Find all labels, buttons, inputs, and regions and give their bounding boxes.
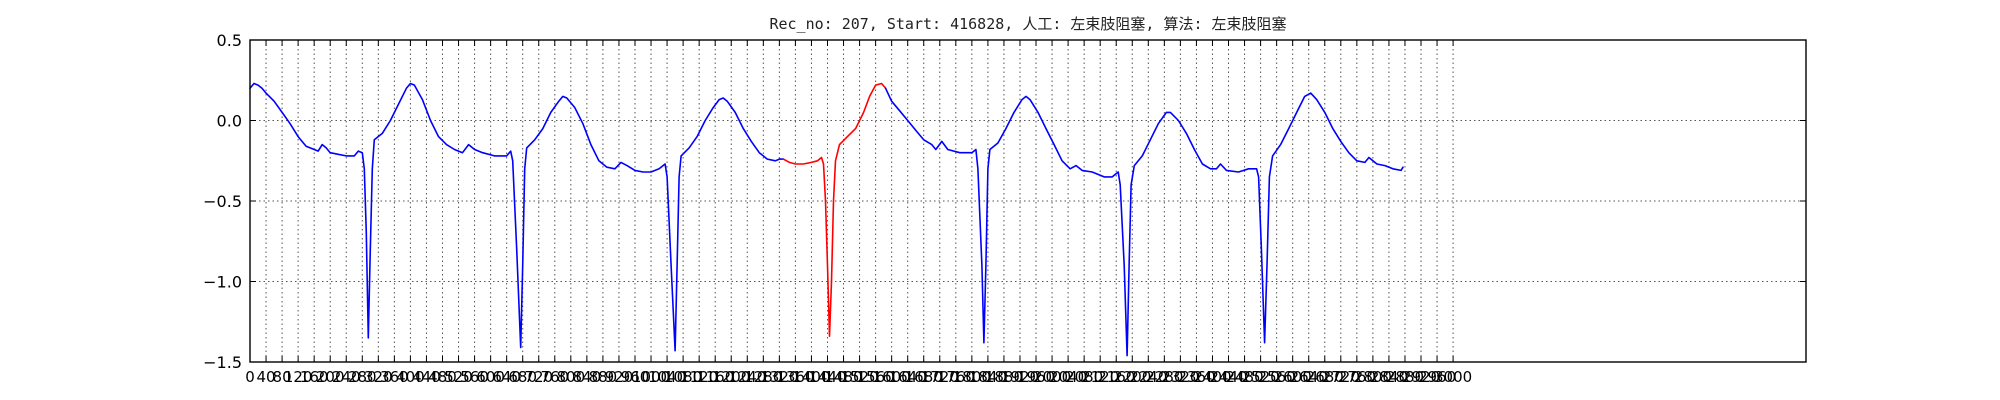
x-tick-label: 0 (245, 368, 255, 386)
x-tick-label: 2960 (1418, 368, 1456, 386)
x-tick-label: 2320 (1161, 368, 1199, 386)
x-tick-label: 2800 (1354, 368, 1392, 386)
x-tick-label: 2160 (1097, 368, 1135, 386)
x-tick-label: 1720 (921, 368, 959, 386)
x-tick-label: 760 (540, 368, 569, 386)
x-tick-label: 2360 (1177, 368, 1215, 386)
x-tick-label: 680 (508, 368, 537, 386)
axes-frame (249, 39, 1807, 363)
x-tick-label: 1080 (664, 368, 702, 386)
x-tick-label: 2600 (1274, 368, 1312, 386)
x-tick-label: 200 (316, 368, 345, 386)
x-tick-label: 2760 (1338, 368, 1376, 386)
x-tick-label: 480 (428, 368, 457, 386)
x-tick-label: 600 (476, 368, 505, 386)
x-tick-label: 1520 (840, 368, 878, 386)
y-tick-label: 0.0 (217, 112, 242, 131)
x-tick-label: 2680 (1306, 368, 1344, 386)
x-tick-label: 360 (380, 368, 409, 386)
x-tick-label: 2720 (1322, 368, 1360, 386)
x-tick-label: 1040 (648, 368, 686, 386)
x-tick-label: 1880 (985, 368, 1023, 386)
x-tick-label: 2120 (1081, 368, 1119, 386)
x-tick-label: 1360 (776, 368, 814, 386)
x-tick-label: 800 (557, 368, 586, 386)
x-tick-label: 1960 (1017, 368, 1055, 386)
x-tick-label: 1480 (824, 368, 862, 386)
ecg-series-line-3 (884, 87, 1404, 357)
x-tick-label: 960 (621, 368, 650, 386)
x-tick-label: 2920 (1402, 368, 1440, 386)
x-tick-label: 2640 (1290, 368, 1328, 386)
x-tick-label: 2000 (1033, 368, 1071, 386)
x-tick-label: 520 (444, 368, 473, 386)
x-tick-label: 1600 (873, 368, 911, 386)
x-tick-label: 1200 (712, 368, 750, 386)
x-tick-label: 320 (364, 368, 393, 386)
x-tick-label: 1160 (696, 368, 734, 386)
x-tick-label: 1000 (632, 368, 670, 386)
x-tick-label: 1840 (969, 368, 1007, 386)
x-tick-label: 40 (256, 368, 275, 386)
x-tick-label: 2840 (1370, 368, 1408, 386)
x-tick-label: 2520 (1242, 368, 1280, 386)
x-tick-label: 2440 (1209, 368, 1247, 386)
x-tick-label: 1760 (937, 368, 975, 386)
x-tick-label: 1320 (760, 368, 798, 386)
x-tick-label: 2280 (1145, 368, 1183, 386)
x-tick-label: 80 (273, 368, 292, 386)
x-tick-label: 2040 (1049, 368, 1087, 386)
x-tick-label: 640 (492, 368, 521, 386)
y-tick-label: −0.5 (203, 192, 242, 211)
x-tick-label: 1240 (728, 368, 766, 386)
x-tick-label: 1800 (953, 368, 991, 386)
x-tick-label: 2480 (1225, 368, 1263, 386)
x-tick-label: 1560 (857, 368, 895, 386)
x-tick-label: 2880 (1386, 368, 1424, 386)
x-tick-label: 280 (348, 368, 377, 386)
x-tick-label: 240 (332, 368, 361, 386)
y-tick-label: −1.5 (203, 353, 242, 372)
x-tick-label: 2400 (1193, 368, 1231, 386)
y-tick-label: 0.5 (217, 31, 242, 50)
x-tick-label: 2200 (1113, 368, 1151, 386)
x-tick-label: 1120 (680, 368, 718, 386)
x-tick-label: 2240 (1129, 368, 1167, 386)
x-tick-label: 1920 (1001, 368, 1039, 386)
x-tick-layer: 0 408012016020024028032036040044048052056… (245, 40, 1472, 386)
x-tick-label: 1640 (889, 368, 927, 386)
x-tick-label: 3000 (1434, 368, 1472, 386)
x-tick-label: 120 (284, 368, 313, 386)
x-tick-label: 920 (605, 368, 634, 386)
ecg-series-line-1 (249, 82, 785, 352)
x-tick-label: 400 (396, 368, 425, 386)
x-tick-label: 720 (524, 368, 553, 386)
x-tick-label: 880 (589, 368, 618, 386)
x-tick-label: 1680 (905, 368, 943, 386)
grid-layer (250, 40, 1806, 362)
x-tick-label: 1440 (808, 368, 846, 386)
y-tick-layer: −1.5 −1.0 −0.5 0.0 0.5 (203, 31, 1806, 372)
x-tick-label: 160 (300, 368, 329, 386)
series-layer (249, 82, 1404, 357)
x-tick-label: 840 (573, 368, 602, 386)
y-tick-label: −1.0 (203, 273, 242, 292)
x-tick-label: 1280 (744, 368, 782, 386)
x-tick-label: 560 (460, 368, 489, 386)
x-tick-label: 2560 (1258, 368, 1296, 386)
x-tick-label: 2080 (1065, 368, 1103, 386)
chart-title: Rec_no: 207, Start: 416828, 人工: 左束肢阻塞, 算… (769, 15, 1286, 33)
ecg-series-line-2 (782, 82, 887, 338)
x-tick-label: 1400 (792, 368, 830, 386)
x-tick-label: 440 (412, 368, 441, 386)
